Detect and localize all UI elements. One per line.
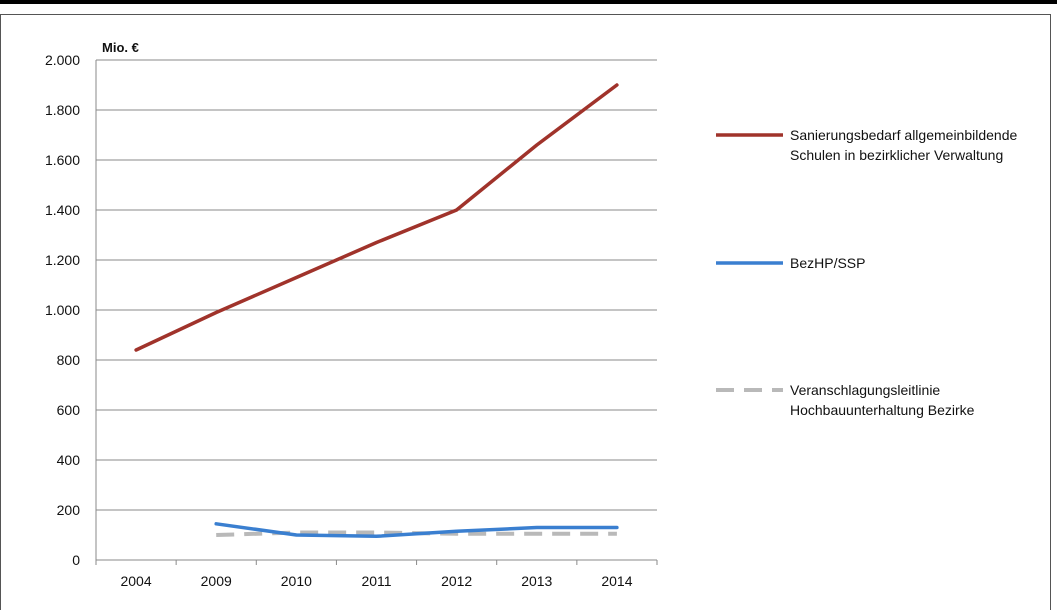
y-tick-label: 2.000 [45,52,80,68]
y-tick-label: 1.600 [45,152,80,168]
y-tick-label: 600 [57,402,81,418]
y-tick-label: 1.400 [45,202,80,218]
axes: 0 200 400 600 800 1.000 1.200 1.400 1.600 1.800 2.… [45,52,658,589]
series-lines [134,83,619,539]
series-line [214,522,619,539]
x-tick-label: 2010 [281,573,312,589]
legend-label: Hochbauunterhaltung Bezirke [790,402,975,418]
frame-top-border [0,0,1057,4]
frame-inner-border [0,14,1051,15]
frame-left-border [0,14,1,610]
legend: Sanierungsbedarf allgemeinbildende Schule… [716,127,1017,418]
x-tick-label: 2004 [120,573,151,589]
legend-label: Sanierungsbedarf allgemeinbildende [790,127,1017,143]
x-tick-label: 2014 [601,573,632,589]
y-tick-label: 0 [72,552,80,568]
x-tick-label: 2011 [361,573,391,589]
y-tick-label: 400 [57,452,81,468]
legend-label: Veranschlagungsleitlinie [790,382,940,398]
y-tick-label: 200 [57,502,81,518]
y-tick-label: 1.800 [45,102,80,118]
frame-right-border [1050,14,1051,610]
gridlines [96,59,657,511]
legend-label: Schulen in bezirklicher Verwaltung [790,147,1003,163]
y-unit-label: Mio. € [102,40,139,55]
legend-label: BezHP/SSP [790,255,865,271]
y-tick-label: 1.000 [45,302,80,318]
x-tick-label: 2012 [441,573,472,589]
x-tick-label: 2013 [521,573,552,589]
y-tick-label: 1.200 [45,252,80,268]
series-line [134,83,619,352]
y-tick-label: 800 [57,352,81,368]
x-tick-label: 2009 [201,573,232,589]
